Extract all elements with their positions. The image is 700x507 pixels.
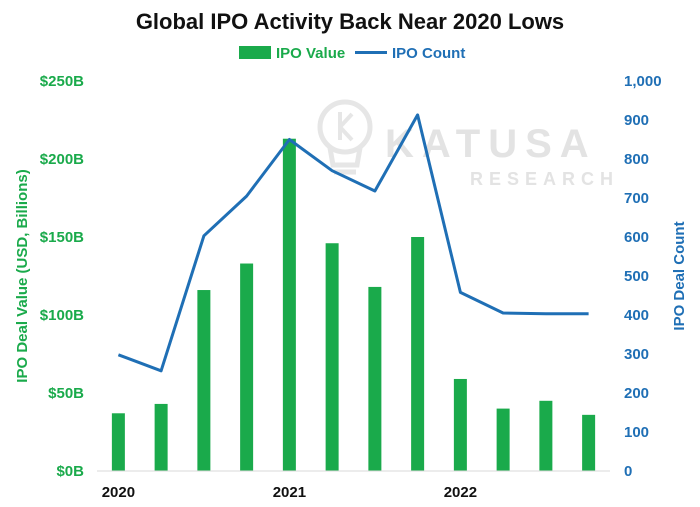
legend-swatch-ipo-value	[239, 46, 271, 59]
legend: IPO Value IPO Count	[239, 45, 465, 62]
ipo-value-bar	[453, 378, 467, 471]
y-left-tick-label: $0B	[56, 463, 84, 480]
y-left-axis-title: IPO Deal Value (USD, Billions)	[14, 169, 31, 382]
x-tick-label: 2022	[444, 484, 477, 501]
ipo-value-bar	[539, 400, 553, 471]
ipo-value-bars	[111, 138, 596, 471]
y-right-tick-label: 600	[624, 229, 649, 246]
y-right-tick-label: 900	[624, 112, 649, 129]
y-right-tick-label: 1,000	[624, 73, 662, 90]
y-left-tick-label: $150B	[40, 229, 84, 246]
lightbulb-icon	[317, 99, 373, 175]
ipo-value-bar	[282, 138, 296, 471]
y-left-tick-label: $200B	[40, 151, 84, 168]
y-right-tick-label: 100	[624, 424, 649, 441]
ipo-value-bar	[240, 263, 254, 471]
y-right-tick-label: 500	[624, 268, 649, 285]
ipo-value-bar	[411, 237, 425, 471]
ipo-value-bar	[325, 243, 339, 471]
x-tick-label: 2020	[102, 484, 135, 501]
y-left-tick-label: $250B	[40, 73, 84, 90]
ipo-value-bar	[496, 408, 510, 471]
chart-title: Global IPO Activity Back Near 2020 Lows	[136, 9, 564, 34]
x-tick-label: 2021	[273, 484, 306, 501]
x-ticks: 2020 2021 2022	[102, 484, 477, 501]
watermark: KATUSA RESEARCH	[317, 99, 619, 189]
y-right-tick-label: 700	[624, 190, 649, 207]
ipo-count-line	[117, 113, 589, 373]
legend-label-ipo-value: IPO Value	[276, 45, 345, 62]
y-left-tick-label: $50B	[48, 385, 84, 402]
y-right-tick-label: 0	[624, 463, 632, 480]
ipo-value-bar	[368, 286, 382, 471]
y-left-tick-label: $100B	[40, 307, 84, 324]
y-left-ticks: $0B $50B $100B $150B $200B $250B	[40, 73, 84, 480]
watermark-line2: RESEARCH	[470, 169, 619, 189]
y-right-ticks: 0 100 200 300 400 500 600 700 800 900 1,000	[624, 73, 662, 480]
y-right-tick-label: 800	[624, 151, 649, 168]
ipo-value-bar	[111, 413, 125, 471]
y-right-tick-label: 400	[624, 307, 649, 324]
ipo-value-bar	[582, 414, 596, 471]
watermark-line1: KATUSA	[385, 122, 597, 166]
legend-label-ipo-count: IPO Count	[392, 45, 465, 62]
y-right-tick-label: 300	[624, 346, 649, 363]
y-right-axis-title: IPO Deal Count	[671, 221, 688, 330]
ipo-value-bar	[197, 290, 211, 471]
ipo-value-bar	[154, 403, 168, 471]
y-right-tick-label: 200	[624, 385, 649, 402]
